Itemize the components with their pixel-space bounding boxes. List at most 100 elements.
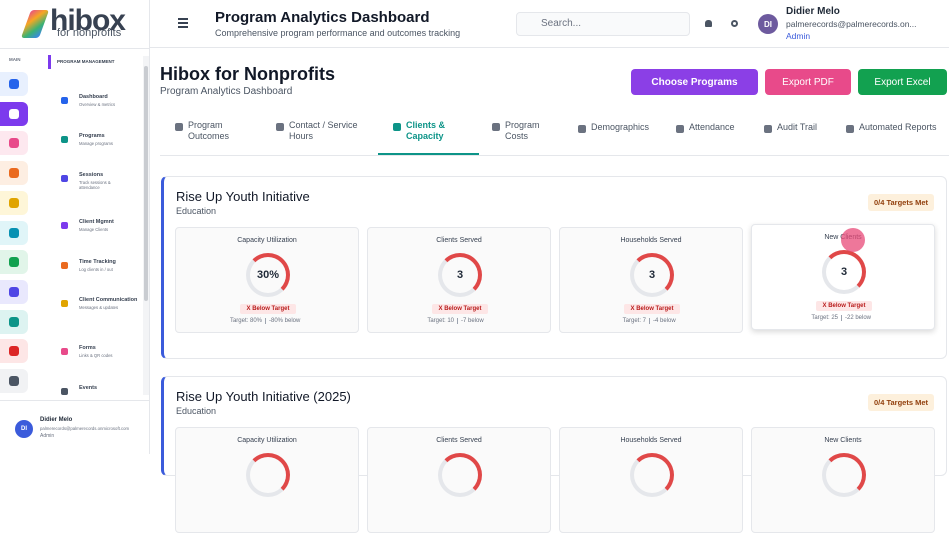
metric-card: New Clients <box>751 427 935 533</box>
tab[interactable]: Audit Trail <box>764 122 838 133</box>
menu-icon <box>61 262 68 269</box>
menu-desc: Overview & metrics <box>79 102 116 107</box>
menu-item[interactable]: Events <box>48 383 143 395</box>
nav-icon[interactable] <box>0 101 28 126</box>
page-title: Hibox for Nonprofits <box>160 64 335 84</box>
metric-label: Clients Served <box>436 437 482 444</box>
menu-icon <box>61 97 68 104</box>
metric-label: Capacity Utilization <box>237 437 297 444</box>
sidebar: hibox for nonprofits MAIN PROGRAM MANAGE… <box>0 0 150 454</box>
tab-label: Clients & Capacity <box>406 120 446 142</box>
program-category: Education <box>176 206 217 216</box>
user-name: Didier Melo <box>40 417 73 423</box>
metric-value: 3 <box>840 266 848 278</box>
active-tab-indicator <box>378 153 479 155</box>
notifications[interactable] <box>705 20 712 27</box>
export-pdf-button[interactable]: Export PDF <box>765 69 851 95</box>
gauge <box>822 453 866 497</box>
settings[interactable] <box>731 20 738 27</box>
menu-item[interactable]: Programs Manage programs <box>48 131 143 161</box>
menu-button[interactable] <box>178 18 188 28</box>
tab-label: Attendance <box>689 122 735 132</box>
nav-icon[interactable] <box>0 369 28 393</box>
menu-title: Forms <box>79 345 96 351</box>
tab[interactable]: Program Costs <box>492 120 551 143</box>
user-role: Admin <box>786 31 811 41</box>
status-badge: X Below Target <box>240 304 296 314</box>
metric-value: 3 <box>456 269 464 281</box>
divider <box>0 48 150 49</box>
menu-icon <box>61 300 68 307</box>
metric-label: Households Served <box>620 437 682 444</box>
divider <box>0 400 150 401</box>
nav-icon[interactable] <box>0 279 28 304</box>
tab[interactable]: Clients & Capacity <box>393 120 457 143</box>
metric-card: Capacity Utilization 30% X Below Target Tar… <box>175 227 359 333</box>
metric-target: Target: 10 <box>368 318 458 324</box>
metric-card: Households Served 3 X Below Target Target: … <box>559 227 743 333</box>
targets-badge: 0/4 Targets Met <box>867 194 934 211</box>
avatar[interactable]: DI <box>15 420 33 438</box>
menu: PROGRAM MANAGEMENT Dashboard Overview & m… <box>48 55 143 395</box>
menu-item[interactable]: Time Tracking Log clients in / out <box>48 257 143 287</box>
cursor <box>841 228 865 252</box>
menu-title: Dashboard <box>79 94 108 100</box>
scrollbar <box>143 56 149 395</box>
targets-badge: 0/4 Targets Met <box>867 394 934 411</box>
logo-mark <box>20 10 50 38</box>
metric-card: Households Served <box>559 427 743 533</box>
menu-title: Programs <box>79 133 105 139</box>
avatar[interactable]: DI <box>758 14 778 34</box>
tab-label: Contact / Service Hours <box>289 120 358 142</box>
gauge <box>438 453 482 497</box>
metric-card: Clients Served <box>367 427 551 533</box>
nav-icon[interactable] <box>0 220 28 245</box>
nav-icon[interactable] <box>0 131 28 156</box>
menu-desc: Links & QR codes <box>79 353 113 358</box>
menu-title: Client Mgmnt <box>79 219 114 225</box>
status-badge: X Below Target <box>624 304 680 314</box>
export-excel-button[interactable]: Export Excel <box>858 69 947 95</box>
tab-label: Program Costs <box>505 120 540 142</box>
header: Program Analytics Dashboard Comprehensiv… <box>150 0 949 48</box>
user-name: Didier Melo <box>786 6 840 17</box>
gauge: 3 <box>630 253 674 297</box>
tab[interactable]: Automated Reports <box>846 122 949 133</box>
section-marker <box>48 55 51 69</box>
logo-tagline: for nonprofits <box>57 27 122 39</box>
tab[interactable]: Attendance <box>676 122 760 133</box>
metric-value: 30% <box>256 269 280 281</box>
menu-item[interactable]: Client Communication Messages & updates <box>48 295 143 325</box>
nav-icon[interactable] <box>0 309 28 334</box>
tab[interactable]: Program Outcomes <box>175 120 249 143</box>
menu-item[interactable]: Forms Links & QR codes <box>48 343 143 373</box>
menu-icon <box>61 136 68 143</box>
program-name: Rise Up Youth Initiative (2025) <box>176 389 351 404</box>
metric-target: Target: 7 <box>560 318 650 324</box>
metric-target: Target: 80% <box>176 318 266 324</box>
gauge: 3 <box>822 250 866 294</box>
tab-label: Automated Reports <box>859 122 937 132</box>
nav-icon[interactable] <box>0 250 28 275</box>
nav-icon[interactable] <box>0 161 28 186</box>
menu-title: Client Communication <box>79 297 138 303</box>
menu-item[interactable]: Sessions Track sessions & attendance <box>48 170 143 200</box>
menu-item[interactable]: Client Mgmnt Manage Clients <box>48 217 143 247</box>
button-label: Export PDF <box>782 76 834 88</box>
menu-title: Sessions <box>79 172 104 178</box>
search[interactable]: Search... <box>516 12 690 36</box>
tab[interactable]: Contact / Service Hours <box>276 120 370 143</box>
metric-value: 3 <box>648 269 656 281</box>
program-card: Rise Up Youth Initiative Education 0/4 Tar… <box>161 176 947 359</box>
nav-icon[interactable] <box>0 339 28 364</box>
nav-icon[interactable] <box>0 190 28 215</box>
menu-item[interactable]: Dashboard Overview & metrics <box>48 92 143 122</box>
metric-label: New Clients <box>824 437 862 444</box>
tab[interactable]: Demographics <box>578 122 662 133</box>
menu-desc: Manage programs <box>79 141 113 146</box>
tab-label: Audit Trail <box>777 122 818 132</box>
program-category: Education <box>176 406 217 416</box>
nav-icon[interactable] <box>0 72 28 96</box>
metric-label: Households Served <box>620 237 682 244</box>
choose-programs-button[interactable]: Choose Programs <box>631 69 758 95</box>
